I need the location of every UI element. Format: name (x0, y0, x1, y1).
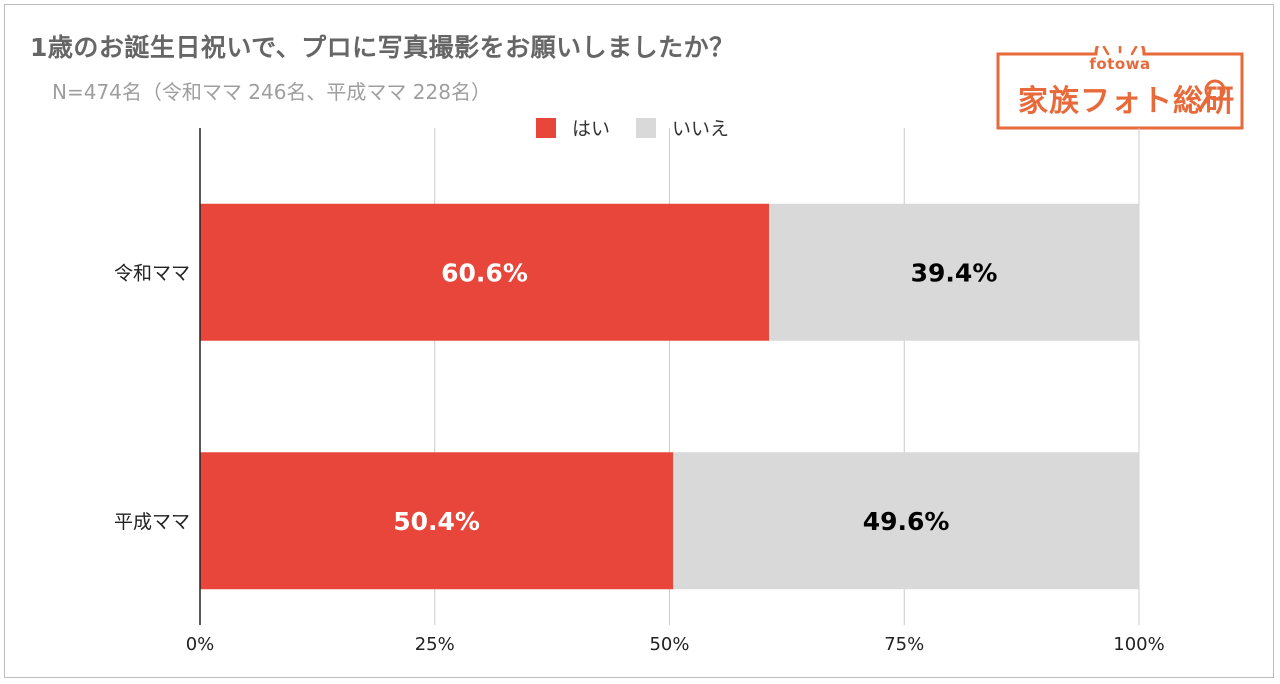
x-tick-label-50: 50% (649, 634, 689, 655)
legend-item-yes: はい (536, 114, 610, 141)
logo-big-text: 家族フォト総研 (1018, 84, 1235, 119)
category-label-1: 平成ママ (114, 511, 190, 533)
magnifier-icon (1199, 79, 1226, 110)
logo-small-text: fotowa (1089, 55, 1151, 73)
x-tick-label-25: 25% (415, 634, 455, 655)
chart-title: 1歳のお誕生日祝いで、プロに写真撮影をお願いしましたか？ (30, 33, 735, 62)
legend-label-yes: はい (572, 118, 611, 140)
data-label-1-1: 49.6% (863, 507, 950, 536)
data-label-0-0: 60.6% (441, 258, 528, 287)
legend-item-no: いいえ (636, 114, 729, 141)
brand-logo: fotowa 家族フォト総研 (996, 46, 1244, 130)
bar-1-1 (673, 452, 1139, 590)
category-label-0: 令和ママ (114, 262, 190, 284)
bar-1-0 (200, 452, 674, 590)
legend-swatch-no (636, 117, 657, 138)
bar-0-0 (200, 203, 770, 341)
chart-legend: はい いいえ (536, 114, 755, 141)
data-label-1-0: 50.4% (393, 507, 480, 536)
logo-frame (996, 46, 1244, 130)
legend-swatch-yes (536, 117, 556, 138)
x-tick-label-0: 0% (186, 634, 215, 655)
chart-subtitle: N=474名（令和ママ 246名、平成ママ 228名） (52, 80, 491, 104)
legend-label-no: いいえ (672, 118, 730, 140)
bar-0-1 (769, 203, 1139, 341)
x-tick-label-100: 100% (1113, 634, 1164, 655)
x-tick-label-75: 75% (884, 634, 924, 655)
data-label-0-1: 39.4% (911, 258, 998, 287)
